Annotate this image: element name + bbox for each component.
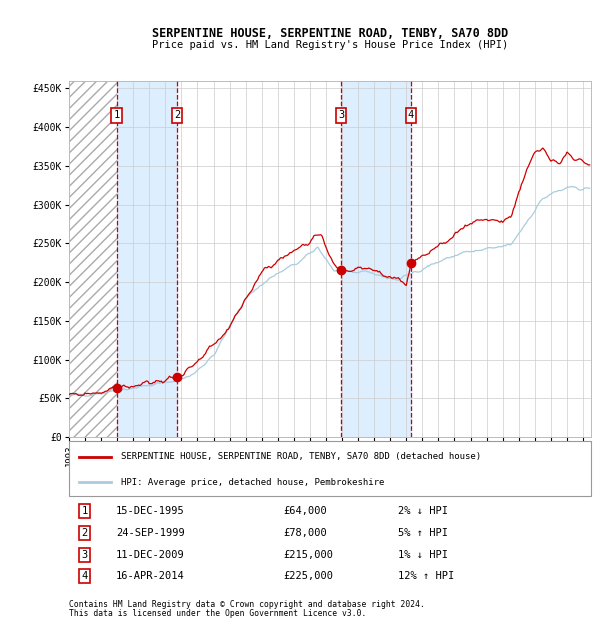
- Text: 1% ↓ HPI: 1% ↓ HPI: [398, 550, 448, 560]
- Text: 4: 4: [82, 571, 88, 581]
- FancyBboxPatch shape: [69, 441, 591, 496]
- Text: 1: 1: [82, 506, 88, 516]
- Text: 2: 2: [82, 528, 88, 538]
- Text: 4: 4: [408, 110, 414, 120]
- Text: £225,000: £225,000: [283, 571, 333, 581]
- Text: 3: 3: [338, 110, 344, 120]
- Text: SERPENTINE HOUSE, SERPENTINE ROAD, TENBY, SA70 8DD: SERPENTINE HOUSE, SERPENTINE ROAD, TENBY…: [152, 27, 508, 40]
- Text: £215,000: £215,000: [283, 550, 333, 560]
- Text: 3: 3: [82, 550, 88, 560]
- Text: Contains HM Land Registry data © Crown copyright and database right 2024.: Contains HM Land Registry data © Crown c…: [69, 600, 425, 609]
- Text: 2: 2: [174, 110, 180, 120]
- Bar: [116, 81, 177, 437]
- Text: This data is licensed under the Open Government Licence v3.0.: This data is licensed under the Open Gov…: [69, 609, 367, 618]
- Text: HPI: Average price, detached house, Pembrokeshire: HPI: Average price, detached house, Pemb…: [121, 478, 385, 487]
- Text: Price paid vs. HM Land Registry's House Price Index (HPI): Price paid vs. HM Land Registry's House …: [152, 40, 508, 50]
- Text: 12% ↑ HPI: 12% ↑ HPI: [398, 571, 454, 581]
- Text: 16-APR-2014: 16-APR-2014: [116, 571, 185, 581]
- Text: 15-DEC-1995: 15-DEC-1995: [116, 506, 185, 516]
- Text: 5% ↑ HPI: 5% ↑ HPI: [398, 528, 448, 538]
- Text: 2% ↓ HPI: 2% ↓ HPI: [398, 506, 448, 516]
- Text: 11-DEC-2009: 11-DEC-2009: [116, 550, 185, 560]
- Text: 1: 1: [113, 110, 119, 120]
- Bar: [69, 81, 116, 437]
- Text: £64,000: £64,000: [283, 506, 327, 516]
- Text: £78,000: £78,000: [283, 528, 327, 538]
- Text: 24-SEP-1999: 24-SEP-1999: [116, 528, 185, 538]
- Text: SERPENTINE HOUSE, SERPENTINE ROAD, TENBY, SA70 8DD (detached house): SERPENTINE HOUSE, SERPENTINE ROAD, TENBY…: [121, 452, 481, 461]
- Bar: [341, 81, 411, 437]
